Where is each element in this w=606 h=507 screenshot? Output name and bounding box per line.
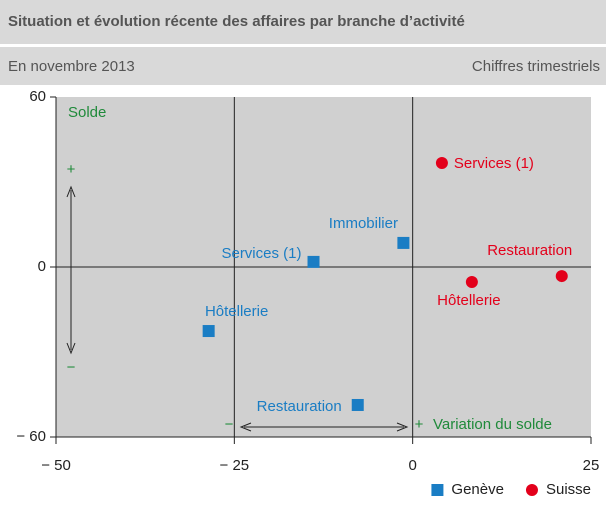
point: [202, 325, 215, 338]
annotation: −: [225, 416, 234, 433]
subtitle: En novembre 2013: [8, 58, 135, 75]
chart-title: Situation et évolution récente des affai…: [8, 13, 465, 30]
annotation: +: [415, 416, 424, 433]
y-tick-label: − 60: [16, 428, 46, 445]
point: [397, 236, 410, 249]
x-tick-label: − 25: [220, 457, 250, 474]
point-label: Hôtellerie: [437, 292, 500, 309]
point-label: Services (1): [221, 245, 301, 262]
subtitle-band: [0, 47, 606, 85]
point-label: Restauration: [487, 242, 572, 259]
y-tick-label: 60: [29, 88, 46, 105]
title-band: [0, 0, 606, 44]
x-tick-label: 25: [583, 457, 600, 474]
annotation: Solde: [68, 104, 106, 121]
point: [351, 398, 364, 411]
point: [307, 255, 320, 268]
point-label: Services (1): [454, 155, 534, 172]
annotation: +: [67, 161, 76, 178]
point-label: Immobilier: [329, 215, 398, 232]
arrow-head: [66, 185, 76, 355]
annotation: Variation du solde: [433, 416, 552, 433]
point: [435, 157, 448, 170]
x-tick-label: − 50: [41, 457, 71, 474]
point: [465, 276, 478, 289]
legend-label: Suisse: [546, 481, 591, 498]
arrow-head: [239, 422, 409, 432]
y-tick-label: 0: [38, 258, 46, 275]
legend-label: Genève: [451, 481, 504, 498]
point: [555, 270, 568, 283]
point-label: Hôtellerie: [205, 303, 268, 320]
note: Chiffres trimestriels: [472, 58, 600, 75]
annotation: −: [67, 359, 76, 376]
legend-marker: [525, 484, 538, 496]
legend-marker: [431, 484, 444, 496]
point-label: Restauration: [257, 398, 342, 415]
x-tick-label: 0: [408, 457, 416, 474]
